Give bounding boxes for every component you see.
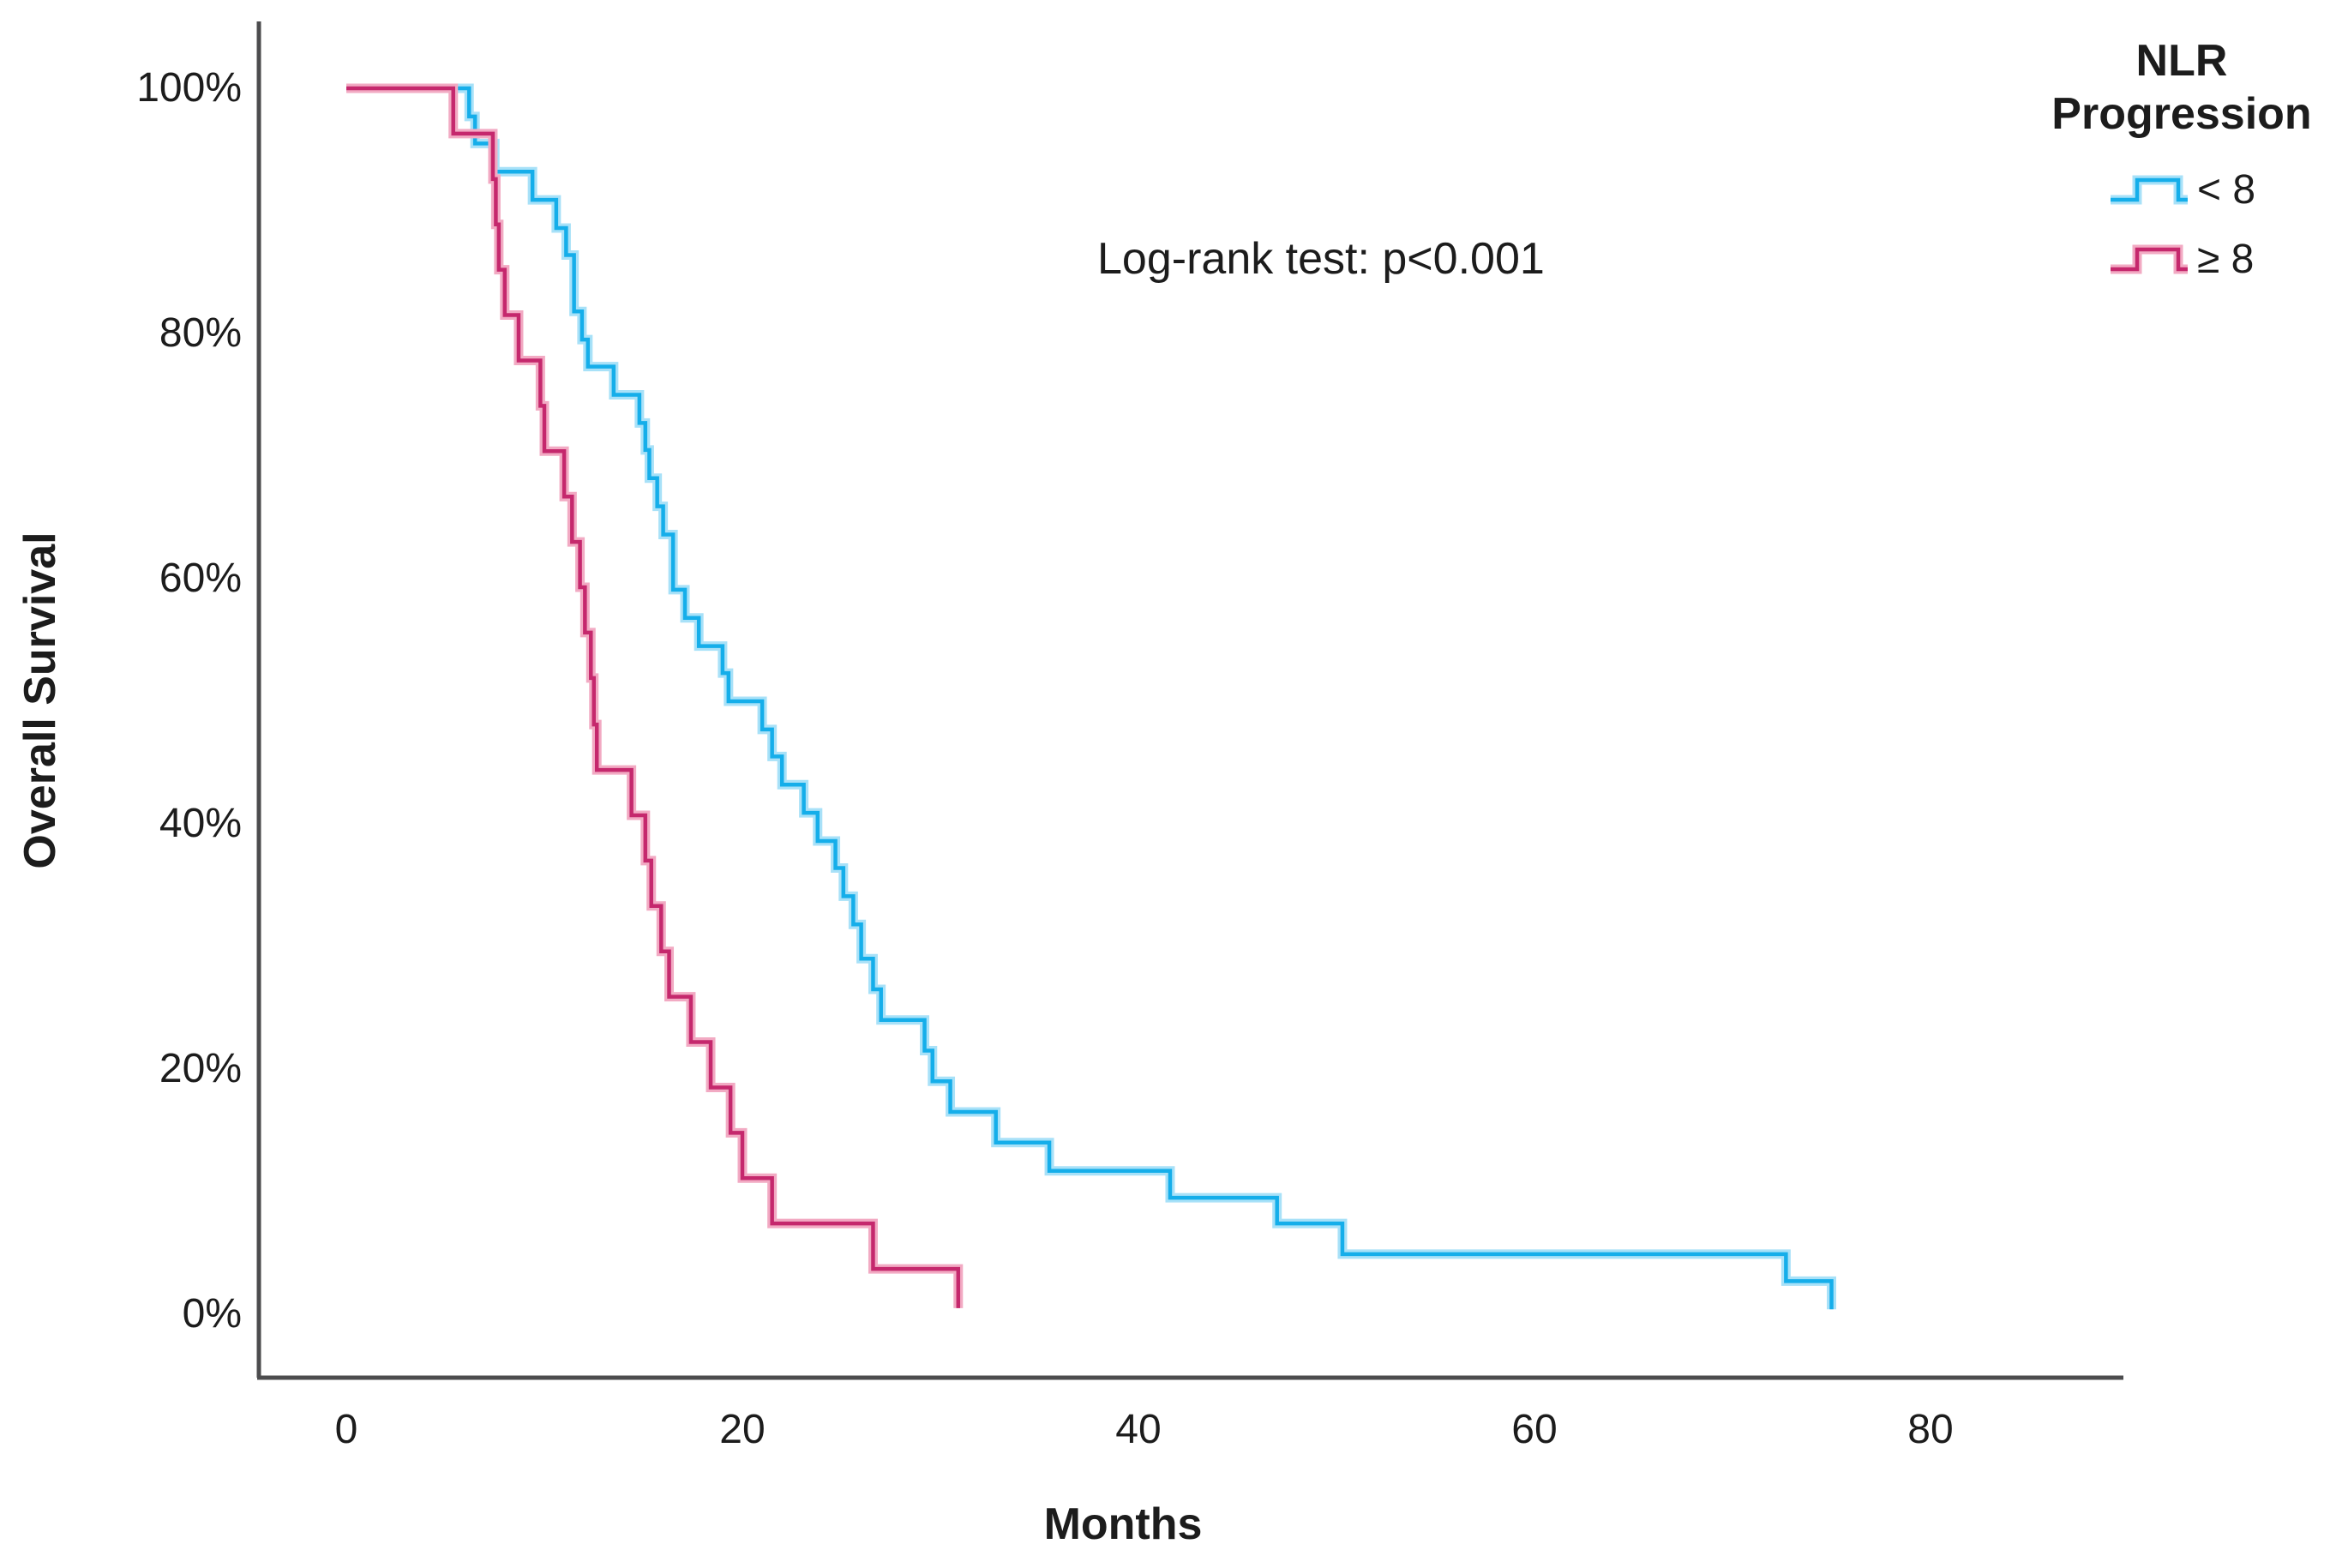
legend-entries: < 8 ≥ 8 <box>2108 166 2255 283</box>
x-tick-label-60: 60 <box>1511 1407 1558 1452</box>
legend-title-line1: NLR <box>2135 36 2228 86</box>
km-curve-ge8-halo <box>346 83 964 1308</box>
x-tick-label-20: 20 <box>719 1407 766 1452</box>
log-rank-annotation: Log-rank test: p<0.001 <box>1097 234 1545 284</box>
y-tick-label-80: 80% <box>159 310 242 356</box>
y-tick-label-100: 100% <box>136 65 242 111</box>
y-tick-label-0: 0% <box>182 1291 242 1337</box>
legend: NLR Progression < 8 ≥ 8 <box>2040 34 2323 283</box>
km-curve-ge8 <box>346 86 961 1308</box>
y-tick-label-60: 60% <box>159 556 242 601</box>
y-tick-label-20: 20% <box>159 1046 242 1091</box>
legend-title-line2: Progression <box>2051 89 2312 139</box>
km-curve-lt8-halo <box>346 83 1836 1310</box>
step-line-swatch-lt8-icon <box>2110 175 2188 204</box>
legend-entry-ge8: ≥ 8 <box>2108 236 2255 283</box>
step-line-swatch-ge8-icon <box>2110 244 2188 273</box>
y-axis-title: Overall Survival <box>15 532 65 869</box>
legend-entry-ge8-label: ≥ 8 <box>2196 237 2255 282</box>
x-tick-label-0: 0 <box>334 1407 358 1452</box>
legend-title: NLR Progression <box>2051 34 2311 141</box>
km-curve-lt8 <box>346 86 1834 1310</box>
y-tick-label-40: 40% <box>159 801 242 846</box>
legend-entry-lt8-label: < 8 <box>2196 167 2256 213</box>
x-tick-label-40: 40 <box>1115 1407 1162 1452</box>
x-axis-title: Months <box>1043 1499 1203 1549</box>
legend-entry-lt8: < 8 <box>2108 166 2255 213</box>
x-tick-label-80: 80 <box>1907 1407 1954 1452</box>
